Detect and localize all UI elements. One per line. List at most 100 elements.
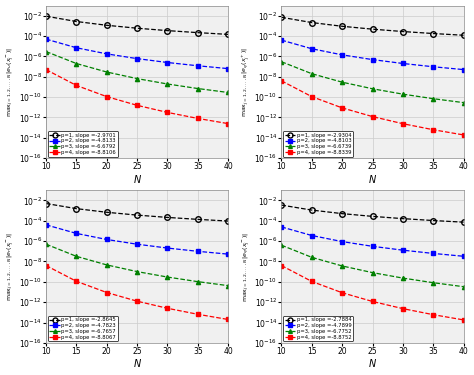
p=2, slope =-4.8133 xyxy=(104,52,109,56)
p=3, slope =-6.6792 xyxy=(43,50,49,54)
Line: p=2, slope =-4.8133: p=2, slope =-4.8133 xyxy=(44,37,230,71)
p=4, slope =-8.8339 xyxy=(309,94,315,99)
p=3, slope =-6.7752 xyxy=(370,270,375,275)
p=1, slope =-2.7884 xyxy=(400,216,406,221)
p=1, slope =-2.9304 xyxy=(279,15,284,20)
p=3, slope =-6.7657 xyxy=(164,275,170,279)
p=4, slope =-8.8106 xyxy=(43,68,49,72)
p=3, slope =-6.7752 xyxy=(430,280,436,285)
p=2, slope =-4.7823 xyxy=(134,242,140,246)
p=3, slope =-6.7657 xyxy=(104,262,109,267)
p=1, slope =-2.8645 xyxy=(164,215,170,220)
p=4, slope =-8.8067 xyxy=(225,317,231,322)
p=3, slope =-6.6739 xyxy=(430,96,436,101)
p=2, slope =-4.8133 xyxy=(43,37,49,41)
p=2, slope =-4.8103 xyxy=(430,64,436,69)
p=4, slope =-8.8752 xyxy=(430,312,436,317)
p=2, slope =-4.8133 xyxy=(134,56,140,61)
p=4, slope =-8.8067 xyxy=(104,290,109,295)
p=3, slope =-6.6792 xyxy=(134,76,140,81)
Line: p=2, slope =-4.7899: p=2, slope =-4.7899 xyxy=(279,225,465,258)
p=3, slope =-6.7657 xyxy=(225,284,231,288)
p=3, slope =-6.7657 xyxy=(73,254,79,259)
Line: p=3, slope =-6.6739: p=3, slope =-6.6739 xyxy=(279,60,465,105)
Line: p=1, slope =-2.9701: p=1, slope =-2.9701 xyxy=(43,13,231,37)
p=2, slope =-4.7899 xyxy=(279,225,284,229)
p=2, slope =-4.7899 xyxy=(339,239,345,244)
p=1, slope =-2.7884 xyxy=(309,208,315,212)
p=1, slope =-2.8645 xyxy=(134,213,140,217)
p=3, slope =-6.6739 xyxy=(309,72,315,76)
p=3, slope =-6.6739 xyxy=(279,60,284,64)
Y-axis label: $\mathrm{max}_{j=1,2,...,N}\,|e_q(x_j^+)|$: $\mathrm{max}_{j=1,2,...,N}\,|e_q(x_j^+)… xyxy=(240,47,252,117)
p=2, slope =-4.8133 xyxy=(195,63,201,68)
p=1, slope =-2.9701 xyxy=(43,14,49,18)
p=1, slope =-2.9701 xyxy=(164,28,170,33)
p=4, slope =-8.8067 xyxy=(195,312,201,316)
p=4, slope =-8.8106 xyxy=(104,94,109,99)
p=3, slope =-6.6739 xyxy=(370,87,375,91)
p=4, slope =-8.8752 xyxy=(339,291,345,295)
p=3, slope =-6.7752 xyxy=(309,255,315,260)
Line: p=4, slope =-8.8752: p=4, slope =-8.8752 xyxy=(279,264,465,322)
p=2, slope =-4.8103 xyxy=(309,46,315,51)
X-axis label: $N$: $N$ xyxy=(133,357,142,369)
p=2, slope =-4.8103 xyxy=(370,57,375,62)
Legend: p=1, slope =-2.9701, p=2, slope =-4.8133, p=3, slope =-6.6792, p=4, slope =-8.81: p=1, slope =-2.9701, p=2, slope =-4.8133… xyxy=(48,131,118,157)
p=3, slope =-6.7657 xyxy=(195,279,201,284)
p=4, slope =-8.8106 xyxy=(225,122,231,126)
Y-axis label: $\mathrm{max}_{j=1,2,...,N}\,|e_q(x_j^-)|$: $\mathrm{max}_{j=1,2,...,N}\,|e_q(x_j^-)… xyxy=(241,231,252,302)
Line: p=1, slope =-2.9304: p=1, slope =-2.9304 xyxy=(279,15,466,38)
X-axis label: $N$: $N$ xyxy=(368,173,377,185)
Line: p=1, slope =-2.7884: p=1, slope =-2.7884 xyxy=(279,202,466,225)
p=1, slope =-2.9304 xyxy=(309,20,315,25)
p=3, slope =-6.7752 xyxy=(339,264,345,268)
p=3, slope =-6.6739 xyxy=(339,80,345,84)
Legend: p=1, slope =-2.9304, p=2, slope =-4.8103, p=3, slope =-6.6739, p=4, slope =-8.83: p=1, slope =-2.9304, p=2, slope =-4.8103… xyxy=(283,131,353,157)
p=2, slope =-4.8133 xyxy=(73,45,79,50)
Line: p=4, slope =-8.8067: p=4, slope =-8.8067 xyxy=(44,264,230,322)
p=1, slope =-2.9304 xyxy=(370,27,375,32)
Legend: p=1, slope =-2.8645, p=2, slope =-4.7823, p=3, slope =-6.7657, p=4, slope =-8.80: p=1, slope =-2.8645, p=2, slope =-4.7823… xyxy=(48,316,118,341)
p=1, slope =-2.7884 xyxy=(370,214,375,219)
p=1, slope =-2.8645 xyxy=(43,201,49,206)
p=1, slope =-2.9701 xyxy=(134,26,140,30)
p=3, slope =-6.7752 xyxy=(400,276,406,280)
X-axis label: $N$: $N$ xyxy=(133,173,142,185)
Line: p=3, slope =-6.6792: p=3, slope =-6.6792 xyxy=(44,50,230,94)
p=4, slope =-8.8752 xyxy=(400,306,406,311)
Line: p=3, slope =-6.7657: p=3, slope =-6.7657 xyxy=(44,242,230,288)
p=1, slope =-2.7884 xyxy=(430,218,436,223)
p=1, slope =-2.9304 xyxy=(339,24,345,28)
p=2, slope =-4.8133 xyxy=(225,66,231,71)
p=1, slope =-2.7884 xyxy=(339,211,345,216)
p=4, slope =-8.8752 xyxy=(279,263,284,268)
p=1, slope =-2.7884 xyxy=(279,203,284,207)
p=4, slope =-8.8106 xyxy=(73,83,79,88)
p=1, slope =-2.9304 xyxy=(400,29,406,34)
p=1, slope =-2.9304 xyxy=(430,31,436,36)
Line: p=3, slope =-6.7752: p=3, slope =-6.7752 xyxy=(279,243,465,289)
p=3, slope =-6.6792 xyxy=(73,61,79,66)
X-axis label: $N$: $N$ xyxy=(368,357,377,369)
p=2, slope =-4.7899 xyxy=(430,251,436,256)
p=4, slope =-8.8339 xyxy=(430,128,436,132)
p=1, slope =-2.9304 xyxy=(461,33,466,38)
p=1, slope =-2.9701 xyxy=(104,23,109,27)
p=3, slope =-6.6792 xyxy=(225,90,231,95)
p=2, slope =-4.8103 xyxy=(339,53,345,57)
p=4, slope =-8.8067 xyxy=(134,299,140,303)
p=4, slope =-8.8339 xyxy=(339,106,345,110)
p=4, slope =-8.8067 xyxy=(43,263,49,268)
Y-axis label: $\mathrm{max}_{j=1,2,...,N}\,|e_r(x_j^-)|$: $\mathrm{max}_{j=1,2,...,N}\,|e_r(x_j^-)… xyxy=(6,232,17,301)
p=4, slope =-8.8067 xyxy=(164,306,170,310)
p=4, slope =-8.8067 xyxy=(73,279,79,284)
p=2, slope =-4.7823 xyxy=(73,231,79,236)
p=2, slope =-4.8103 xyxy=(461,68,466,72)
p=2, slope =-4.8103 xyxy=(400,61,406,66)
p=2, slope =-4.7823 xyxy=(225,252,231,257)
p=1, slope =-2.9701 xyxy=(195,30,201,35)
p=1, slope =-2.8645 xyxy=(225,219,231,223)
p=4, slope =-8.8106 xyxy=(164,110,170,115)
p=3, slope =-6.6792 xyxy=(195,86,201,91)
